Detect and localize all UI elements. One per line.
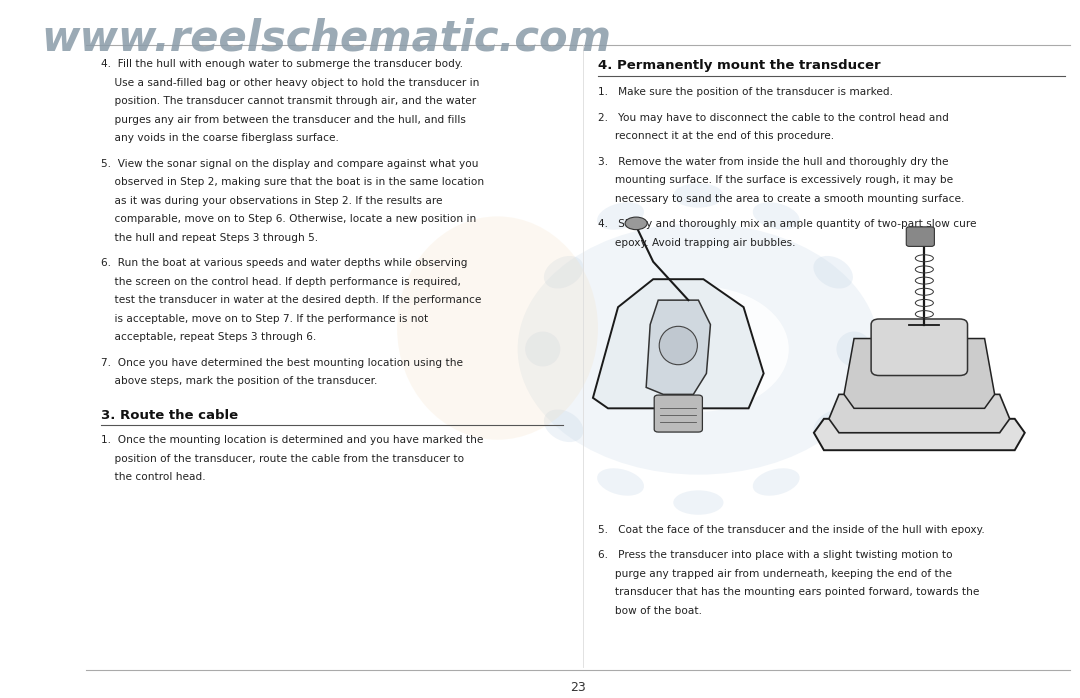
Ellipse shape — [544, 410, 583, 442]
Text: reconnect it at the end of this procedure.: reconnect it at the end of this procedur… — [598, 131, 834, 141]
Text: mounting surface. If the surface is excessively rough, it may be: mounting surface. If the surface is exce… — [598, 175, 953, 185]
Text: 7.  Once you have determined the best mounting location using the: 7. Once you have determined the best mou… — [100, 357, 463, 368]
Text: is acceptable, move on to Step 7. If the performance is not: is acceptable, move on to Step 7. If the… — [100, 313, 428, 324]
Text: the screen on the control head. If depth performance is required,: the screen on the control head. If depth… — [100, 276, 461, 287]
Text: 4.  Fill the hull with enough water to submerge the transducer body.: 4. Fill the hull with enough water to su… — [100, 59, 463, 69]
Text: the hull and repeat Steps 3 through 5.: the hull and repeat Steps 3 through 5. — [100, 232, 318, 243]
Ellipse shape — [597, 202, 644, 230]
Ellipse shape — [813, 256, 853, 288]
Ellipse shape — [659, 327, 698, 364]
Ellipse shape — [813, 410, 853, 442]
Text: comparable, move on to Step 6. Otherwise, locate a new position in: comparable, move on to Step 6. Otherwise… — [100, 214, 476, 224]
Text: test the transducer in water at the desired depth. If the performance: test the transducer in water at the desi… — [100, 295, 482, 305]
Ellipse shape — [837, 332, 872, 366]
Text: 5.  View the sonar signal on the display and compare against what you: 5. View the sonar signal on the display … — [100, 158, 478, 169]
Text: Use a sand-filled bag or other heavy object to hold the transducer in: Use a sand-filled bag or other heavy obj… — [100, 78, 480, 88]
Text: necessary to sand the area to create a smooth mounting surface.: necessary to sand the area to create a s… — [598, 193, 964, 204]
Text: any voids in the coarse fiberglass surface.: any voids in the coarse fiberglass surfa… — [100, 133, 339, 143]
Text: 3. Route the cable: 3. Route the cable — [100, 408, 238, 422]
Ellipse shape — [544, 256, 583, 288]
Text: 5.   Coat the face of the transducer and the inside of the hull with epoxy.: 5. Coat the face of the transducer and t… — [598, 525, 985, 535]
Text: 4. Permanently mount the transducer: 4. Permanently mount the transducer — [598, 59, 880, 73]
Text: 1.   Make sure the position of the transducer is marked.: 1. Make sure the position of the transdu… — [598, 87, 893, 97]
Ellipse shape — [597, 468, 644, 496]
Ellipse shape — [673, 184, 724, 208]
Text: purge any trapped air from underneath, keeping the end of the: purge any trapped air from underneath, k… — [598, 569, 951, 579]
Circle shape — [517, 223, 879, 475]
Text: 6.  Run the boat at various speeds and water depths while observing: 6. Run the boat at various speeds and wa… — [100, 258, 468, 268]
Ellipse shape — [397, 216, 598, 440]
Text: the control head.: the control head. — [100, 472, 205, 482]
Polygon shape — [814, 419, 1025, 450]
Text: above steps, mark the position of the transducer.: above steps, mark the position of the tr… — [100, 376, 377, 386]
Text: transducer that has the mounting ears pointed forward, towards the: transducer that has the mounting ears po… — [598, 588, 980, 597]
Text: purges any air from between the transducer and the hull, and fills: purges any air from between the transduc… — [100, 114, 465, 125]
Text: position. The transducer cannot transmit through air, and the water: position. The transducer cannot transmit… — [100, 96, 476, 106]
Ellipse shape — [673, 490, 724, 515]
Text: www.reelschematic.com: www.reelschematic.com — [42, 17, 611, 59]
FancyBboxPatch shape — [906, 227, 934, 246]
Ellipse shape — [625, 217, 647, 230]
Text: 1.  Once the mounting location is determined and you have marked the: 1. Once the mounting location is determi… — [100, 435, 483, 445]
Text: 6.   Press the transducer into place with a slight twisting motion to: 6. Press the transducer into place with … — [598, 550, 953, 560]
Polygon shape — [646, 300, 711, 394]
Text: 23: 23 — [570, 681, 585, 694]
FancyBboxPatch shape — [872, 319, 968, 376]
Text: acceptable, repeat Steps 3 through 6.: acceptable, repeat Steps 3 through 6. — [100, 332, 316, 342]
Text: epoxy. Avoid trapping air bubbles.: epoxy. Avoid trapping air bubbles. — [598, 237, 796, 248]
Polygon shape — [593, 279, 764, 408]
Text: position of the transducer, route the cable from the transducer to: position of the transducer, route the ca… — [100, 454, 464, 463]
Polygon shape — [829, 394, 1010, 433]
Text: bow of the boat.: bow of the boat. — [598, 606, 702, 616]
Ellipse shape — [753, 202, 799, 230]
Text: as it was during your observations in Step 2. If the results are: as it was during your observations in St… — [100, 195, 443, 206]
Text: observed in Step 2, making sure that the boat is in the same location: observed in Step 2, making sure that the… — [100, 177, 484, 187]
FancyBboxPatch shape — [654, 395, 702, 432]
Circle shape — [608, 286, 788, 412]
Ellipse shape — [525, 332, 561, 366]
Ellipse shape — [753, 468, 799, 496]
Text: 3.   Remove the water from inside the hull and thoroughly dry the: 3. Remove the water from inside the hull… — [598, 156, 948, 167]
Polygon shape — [843, 339, 995, 408]
Text: 4.   Slowly and thoroughly mix an ample quantity of two-part slow cure: 4. Slowly and thoroughly mix an ample qu… — [598, 219, 976, 229]
Text: 2.   You may have to disconnect the cable to the control head and: 2. You may have to disconnect the cable … — [598, 112, 949, 123]
